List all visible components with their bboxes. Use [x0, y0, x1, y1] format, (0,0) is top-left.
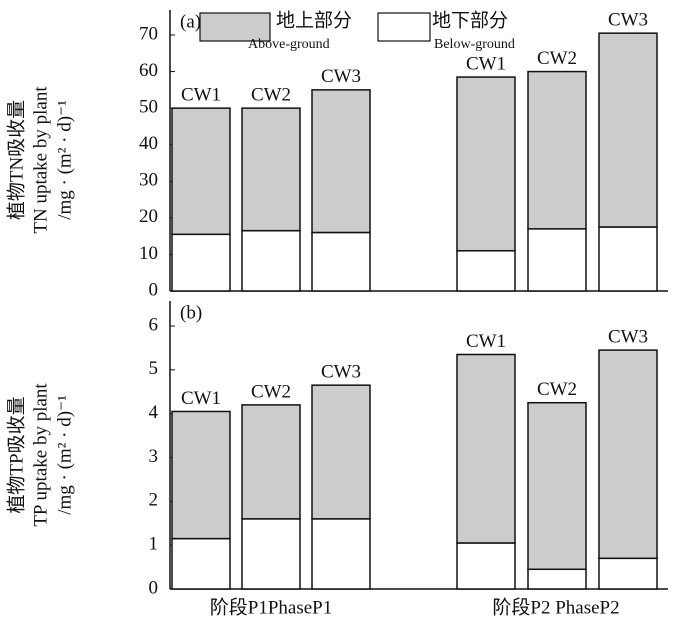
y-tick-label: 4 — [149, 402, 159, 423]
category-label: CW2 — [251, 85, 291, 106]
bar-segment — [527, 228, 587, 292]
y-tick-label: 20 — [139, 206, 158, 227]
category-label: CW3 — [608, 10, 648, 31]
bar-segment — [527, 568, 587, 590]
group-label: 阶段P2 PhaseP2 — [492, 596, 619, 618]
bar-segment — [456, 76, 516, 252]
y-tick-label: 1 — [149, 534, 159, 555]
category-label: CW2 — [537, 379, 577, 400]
category-label: CW2 — [251, 381, 291, 402]
bar-segment — [527, 70, 587, 230]
legend-label: 地下部分 — [432, 9, 508, 31]
category-label: CW3 — [608, 326, 648, 347]
bar-segment — [241, 107, 301, 232]
y-axis-label: TP uptake by plant — [30, 383, 51, 527]
y-tick-label: 0 — [149, 279, 159, 300]
category-label: CW3 — [321, 66, 361, 87]
legend-swatch — [377, 12, 431, 42]
bar-segment — [456, 250, 516, 292]
bar-segment — [527, 401, 587, 571]
y-axis-label: 植物TN吸收量 — [5, 100, 27, 220]
y-tick-label: 2 — [149, 490, 159, 511]
bar-segment — [171, 410, 231, 540]
category-label: CW1 — [466, 53, 506, 74]
bar-segment — [598, 557, 658, 590]
bar-segment — [456, 353, 516, 544]
category-label: CW3 — [321, 362, 361, 383]
category-label: CW1 — [466, 331, 506, 352]
y-tick-label: 40 — [139, 133, 158, 154]
bar-segment — [311, 89, 371, 234]
bar-segment — [456, 542, 516, 590]
y-axis-label: /mg · (m² · d)⁻¹ — [54, 100, 75, 220]
legend-label: 地上部分 — [276, 9, 352, 31]
bar-segment — [171, 537, 231, 590]
y-axis-label: TN uptake by plant — [30, 86, 51, 234]
bar-segment — [311, 231, 371, 292]
panel-label: (a) — [180, 11, 201, 32]
legend-label-en: Below-ground — [434, 37, 515, 52]
y-tick-label: 6 — [149, 314, 159, 335]
y-tick-label: 3 — [149, 446, 159, 467]
category-label: CW1 — [181, 388, 221, 409]
bar-segment — [311, 518, 371, 590]
y-tick-label: 70 — [139, 23, 158, 44]
y-tick-label: 60 — [139, 60, 158, 81]
legend-label-en: Above-ground — [248, 37, 330, 52]
y-tick-label: 0 — [149, 577, 159, 598]
bar-segment — [598, 349, 658, 560]
y-axis-label: /mg · (m² · d)⁻¹ — [54, 395, 75, 515]
bar-segment — [241, 404, 301, 520]
bar-segment — [171, 233, 231, 292]
legend-swatch — [199, 12, 271, 42]
y-tick-label: 30 — [139, 170, 158, 191]
panel-label: (b) — [180, 302, 202, 323]
bar-segment — [241, 518, 301, 590]
category-label: CW2 — [537, 48, 577, 69]
category-label: CW1 — [181, 85, 221, 106]
bar-segment — [598, 226, 658, 292]
bar-segment — [311, 384, 371, 520]
y-tick-label: 5 — [149, 358, 159, 379]
y-tick-label: 50 — [139, 97, 158, 118]
y-axis-label: 植物TP吸收量 — [5, 396, 27, 513]
bar-segment — [241, 229, 301, 292]
group-label: 阶段P1PhaseP1 — [210, 596, 332, 618]
y-tick-label: 10 — [139, 243, 158, 264]
bar-segment — [171, 107, 231, 236]
bar-segment — [598, 32, 658, 228]
